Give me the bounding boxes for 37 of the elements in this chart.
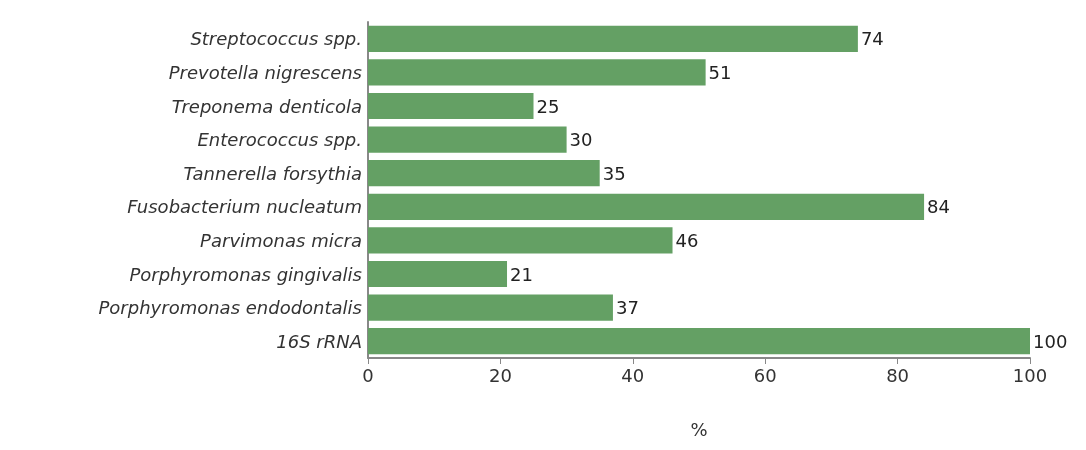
- data-label: 37: [615, 297, 639, 319]
- y-tick-label: Prevotella nigrescens: [168, 61, 362, 83]
- bar: [368, 25, 858, 52]
- data-label: 74: [860, 28, 884, 50]
- y-tick-label: 16S rRNA: [276, 330, 362, 352]
- y-tick-label: Porphyromonas gingivalis: [129, 263, 362, 285]
- x-tick-label: 80: [886, 364, 910, 386]
- y-tick-label: Parvimonas micra: [200, 229, 362, 251]
- bar: [368, 227, 673, 254]
- data-label: 51: [708, 61, 732, 83]
- data-label: 46: [675, 229, 699, 251]
- data-label: 35: [602, 162, 626, 184]
- y-tick-label: Streptococcus spp.: [190, 28, 362, 50]
- y-tick-label: Tannerella forsythia: [183, 162, 362, 184]
- bar: [368, 260, 508, 288]
- x-tick-label: 0: [362, 364, 374, 386]
- bar: [368, 328, 1030, 355]
- y-tick-label: Treponema denticola: [171, 95, 362, 117]
- bar: [368, 193, 925, 220]
- x-tick-label: 100: [1012, 364, 1048, 386]
- data-label: 30: [569, 129, 593, 151]
- x-tick-label: 20: [488, 364, 512, 386]
- data-label: 21: [510, 263, 533, 285]
- x-axis-title: %: [690, 418, 708, 440]
- data-label: 84: [927, 196, 950, 218]
- y-tick-label: Enterococcus spp.: [197, 129, 362, 151]
- x-tick-label: 60: [753, 364, 777, 386]
- bar: [368, 126, 567, 153]
- bar: [368, 160, 600, 187]
- bar: [368, 59, 706, 86]
- x-tick-label: 40: [621, 364, 645, 386]
- data-label: 100: [1033, 330, 1068, 352]
- bar: [368, 92, 534, 120]
- y-tick-label: Fusobacterium nucleatum: [127, 196, 362, 218]
- y-tick-label: Porphyromonas endodontalis: [98, 297, 362, 319]
- data-label: 25: [536, 95, 560, 117]
- bar: [368, 294, 613, 321]
